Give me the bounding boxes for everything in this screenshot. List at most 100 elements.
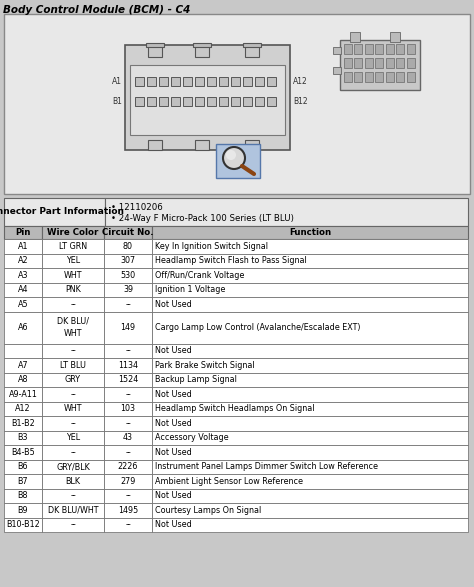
Bar [152,402,468,416]
Bar [407,72,415,82]
Text: WHT: WHT [64,271,82,280]
Bar [42,373,104,387]
Bar [267,77,276,86]
Text: Connector Part Information: Connector Part Information [0,207,125,217]
Text: GRY/BLK: GRY/BLK [56,462,90,471]
Bar [396,72,404,82]
Bar [407,58,415,68]
Bar [4,14,470,194]
Bar [42,445,104,460]
Bar [386,58,394,68]
Bar [375,72,383,82]
Text: --: -- [70,390,76,399]
Bar [4,226,42,239]
Bar [104,387,152,402]
Bar [4,488,42,503]
Bar [152,518,468,532]
Text: --: -- [70,419,76,428]
Bar [193,43,211,47]
Bar [207,97,216,106]
Bar [104,254,152,268]
Bar [159,77,168,86]
Text: 80: 80 [123,242,133,251]
Bar [104,416,152,430]
Text: A12: A12 [293,77,308,86]
Bar [42,268,104,282]
Bar [355,58,363,68]
Text: Key In Ignition Switch Signal: Key In Ignition Switch Signal [155,242,268,251]
Bar [152,358,468,373]
Text: • 12110206: • 12110206 [111,203,163,212]
Bar [195,45,209,57]
Text: A6: A6 [18,323,28,332]
Text: A7: A7 [18,361,28,370]
Bar [152,373,468,387]
Bar [4,474,42,488]
Bar [104,239,152,254]
Bar [195,77,204,86]
Text: LT GRN: LT GRN [59,242,87,251]
Bar [42,387,104,402]
Bar [365,72,373,82]
Bar [355,72,363,82]
Bar [152,297,468,312]
Bar [365,44,373,54]
Bar [344,72,352,82]
Bar [231,77,240,86]
Text: DK BLU/WHT: DK BLU/WHT [48,506,98,515]
Text: Cargo Lamp Low Control (Avalanche/Escalade EXT): Cargo Lamp Low Control (Avalanche/Escala… [155,323,361,332]
Text: Headlamp Switch Flash to Pass Signal: Headlamp Switch Flash to Pass Signal [155,257,307,265]
Text: Park Brake Switch Signal: Park Brake Switch Signal [155,361,255,370]
Bar [42,282,104,297]
Bar [375,44,383,54]
Text: --: -- [125,346,131,355]
Bar [386,44,394,54]
Bar [42,402,104,416]
Bar [152,239,468,254]
Text: B4-B5: B4-B5 [11,448,35,457]
Bar [42,503,104,518]
Bar [42,416,104,430]
Text: Pin: Pin [15,228,31,237]
Text: 103: 103 [120,404,136,413]
Bar [147,97,156,106]
Bar [104,226,152,239]
Bar [42,460,104,474]
Bar [245,45,259,57]
Text: Not Used: Not Used [155,491,192,500]
Text: PNK: PNK [65,285,81,294]
Bar [4,254,42,268]
Bar [4,282,42,297]
Bar [104,474,152,488]
Text: A1: A1 [112,77,122,86]
Text: --: -- [125,491,131,500]
Bar [130,65,285,135]
Text: Accessory Voltage: Accessory Voltage [155,433,228,442]
Bar [146,43,164,47]
Text: --: -- [70,448,76,457]
Bar [159,97,168,106]
Text: 2226: 2226 [118,462,138,471]
Text: B10-B12: B10-B12 [6,520,40,529]
Text: B7: B7 [18,477,28,486]
Bar [42,239,104,254]
Bar [195,97,204,106]
Text: --: -- [70,300,76,309]
Bar [171,77,180,86]
Bar [104,460,152,474]
Bar [4,503,42,518]
Bar [4,373,42,387]
Text: 1524: 1524 [118,375,138,384]
Bar [104,358,152,373]
Bar [207,77,216,86]
Text: Not Used: Not Used [155,419,192,428]
Bar [183,97,192,106]
Text: --: -- [70,520,76,529]
Text: B1: B1 [112,97,122,106]
Bar [4,358,42,373]
Text: Instrument Panel Lamps Dimmer Switch Low Reference: Instrument Panel Lamps Dimmer Switch Low… [155,462,378,471]
Bar [42,254,104,268]
Bar [135,97,144,106]
Text: LT BLU: LT BLU [60,361,86,370]
Text: GRY: GRY [65,375,81,384]
